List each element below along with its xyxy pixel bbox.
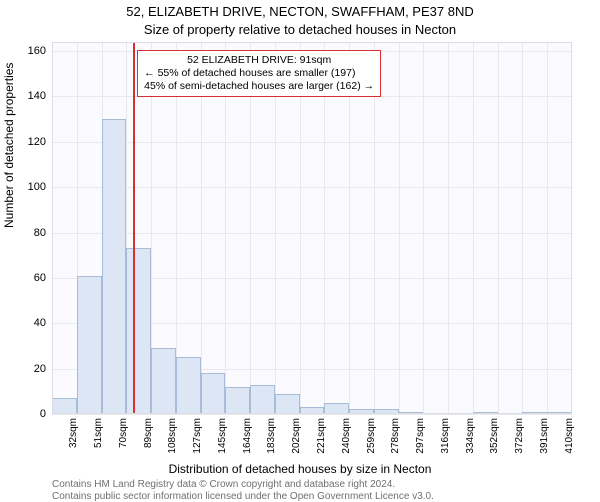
histogram-bar bbox=[522, 412, 547, 414]
histogram-bar bbox=[102, 119, 127, 414]
credit-line-2: Contains public sector information licen… bbox=[52, 491, 434, 502]
x-tick-label: 240sqm bbox=[341, 418, 352, 454]
x-tick-label: 297sqm bbox=[415, 418, 426, 454]
gridline-v bbox=[473, 42, 474, 414]
y-tick-label: 160 bbox=[28, 45, 46, 57]
histogram-bar bbox=[176, 357, 201, 414]
x-tick-label: 352sqm bbox=[489, 418, 500, 454]
y-tick-label: 120 bbox=[28, 136, 46, 148]
gridline-h bbox=[52, 142, 572, 143]
gridline-v bbox=[522, 42, 523, 414]
y-tick-label: 20 bbox=[34, 363, 46, 375]
x-tick-label: 278sqm bbox=[390, 418, 401, 454]
gridline-v bbox=[201, 42, 202, 414]
x-tick-label: 70sqm bbox=[118, 418, 129, 448]
x-tick-label: 221sqm bbox=[316, 418, 327, 454]
histogram-bar bbox=[201, 373, 226, 414]
x-tick-label: 391sqm bbox=[539, 418, 550, 454]
histogram-bar bbox=[374, 409, 399, 414]
x-tick-label: 372sqm bbox=[514, 418, 525, 454]
histogram-bar bbox=[300, 407, 325, 414]
histogram-bar bbox=[349, 409, 374, 414]
x-tick-label: 145sqm bbox=[217, 418, 228, 454]
x-tick-label: 164sqm bbox=[242, 418, 253, 454]
y-tick-label: 40 bbox=[34, 317, 46, 329]
histogram-bar bbox=[547, 412, 572, 414]
chart-title-line1: 52, ELIZABETH DRIVE, NECTON, SWAFFHAM, P… bbox=[0, 4, 600, 19]
gridline-h bbox=[52, 233, 572, 234]
y-tick-label: 0 bbox=[40, 408, 46, 420]
callout-line-3: 45% of semi-detached houses are larger (… bbox=[144, 80, 374, 93]
histogram-bar bbox=[399, 412, 424, 414]
histogram-bar bbox=[250, 385, 275, 414]
marker-line bbox=[133, 42, 135, 414]
gridline-v bbox=[498, 42, 499, 414]
x-tick-label: 334sqm bbox=[465, 418, 476, 454]
histogram-bar bbox=[52, 398, 77, 414]
histogram-bar bbox=[77, 276, 102, 414]
callout-line-2: ← 55% of detached houses are smaller (19… bbox=[144, 67, 374, 80]
gridline-v bbox=[225, 42, 226, 414]
x-tick-label: 202sqm bbox=[291, 418, 302, 454]
chart-title-line2: Size of property relative to detached ho… bbox=[0, 22, 600, 37]
x-tick-label: 127sqm bbox=[192, 418, 203, 454]
gridline-v bbox=[374, 42, 375, 414]
callout-line-1: 52 ELIZABETH DRIVE: 91sqm bbox=[144, 54, 374, 67]
gridline-v bbox=[250, 42, 251, 414]
x-tick-label: 316sqm bbox=[440, 418, 451, 454]
y-tick-label: 100 bbox=[28, 181, 46, 193]
credit-line-1: Contains HM Land Registry data © Crown c… bbox=[52, 479, 395, 490]
histogram-bar bbox=[473, 412, 498, 414]
histogram-bar bbox=[151, 348, 176, 414]
histogram-bar bbox=[324, 403, 349, 414]
plot-area: 02040608010012014016032sqm51sqm70sqm89sq… bbox=[52, 42, 572, 414]
gridline-v bbox=[275, 42, 276, 414]
x-axis-label: Distribution of detached houses by size … bbox=[0, 462, 600, 476]
y-tick-label: 140 bbox=[28, 90, 46, 102]
gridline-h bbox=[52, 414, 572, 415]
x-tick-label: 32sqm bbox=[68, 418, 79, 448]
gridline-v bbox=[448, 42, 449, 414]
gridline-v bbox=[399, 42, 400, 414]
y-tick-label: 80 bbox=[34, 227, 46, 239]
gridline-v bbox=[324, 42, 325, 414]
gridline-v bbox=[423, 42, 424, 414]
histogram-bar bbox=[126, 248, 151, 414]
x-tick-label: 183sqm bbox=[266, 418, 277, 454]
callout-box: 52 ELIZABETH DRIVE: 91sqm← 55% of detach… bbox=[137, 50, 381, 97]
x-tick-label: 89sqm bbox=[143, 418, 154, 448]
histogram-bar bbox=[225, 387, 250, 414]
y-tick-label: 60 bbox=[34, 272, 46, 284]
gridline-v bbox=[547, 42, 548, 414]
x-tick-label: 108sqm bbox=[167, 418, 178, 454]
gridline-v bbox=[52, 42, 53, 414]
x-tick-label: 259sqm bbox=[366, 418, 377, 454]
y-axis-label: Number of detached properties bbox=[2, 63, 16, 228]
gridline-v bbox=[349, 42, 350, 414]
histogram-bar bbox=[275, 394, 300, 414]
x-tick-label: 410sqm bbox=[564, 418, 575, 454]
gridline-v bbox=[300, 42, 301, 414]
gridline-h bbox=[52, 187, 572, 188]
x-tick-label: 51sqm bbox=[93, 418, 104, 448]
